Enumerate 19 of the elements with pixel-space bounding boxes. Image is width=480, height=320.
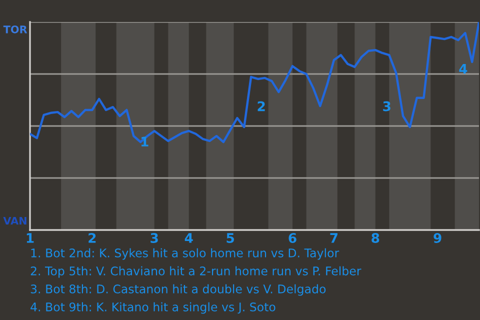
text: 1. Bot 2nd: K. Sykes hit a solo home run vs D. Taylor	[31, 248, 340, 260]
text: 2. Top 5th: V. Chaviano hit a 2-run home run vs P. Felber	[30, 266, 362, 278]
x-tick-label: 4	[184, 233, 193, 243]
text: VAN	[3, 216, 26, 225]
annotation: 4	[459, 64, 468, 74]
annotation: 2	[258, 101, 265, 112]
x-tick-label: 6	[288, 233, 296, 243]
text: TOR	[3, 25, 28, 34]
x-tick-label: 7	[330, 233, 338, 243]
x-tick-label: 1	[26, 233, 34, 243]
x-tick-label: 5	[226, 233, 234, 243]
x-tick-label: 2	[88, 233, 96, 243]
x-tick-label: 3	[150, 233, 158, 243]
text: 4. Bot 9th: K. Kitano hit a single vs J. Soto	[30, 302, 276, 314]
annotation: 1	[141, 136, 148, 146]
x-tick-label: 8	[372, 233, 380, 243]
x-tick-label: 9	[434, 233, 442, 243]
annotation: 3	[383, 101, 390, 112]
text: 3. Bot 8th: D. Castanon hit a double vs V. Delgado	[30, 284, 326, 296]
